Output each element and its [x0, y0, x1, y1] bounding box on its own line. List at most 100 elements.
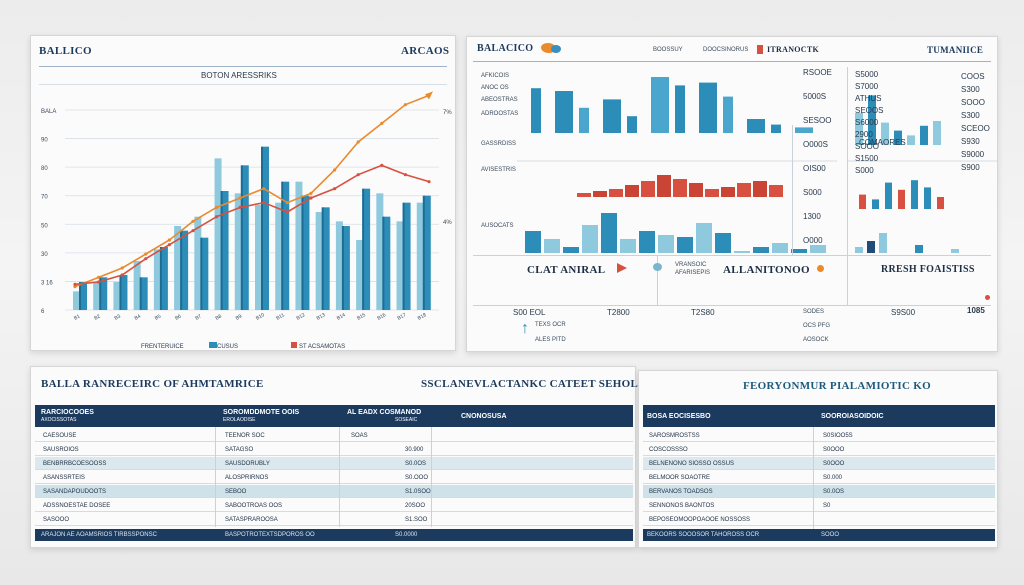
bottom-bar [772, 243, 788, 253]
table-cell: 20SOO [405, 503, 426, 509]
right-value-2: S9000 [961, 150, 985, 159]
mini-bar-c [867, 241, 875, 253]
line-point [120, 273, 124, 277]
table-row[interactable]: BENBRRBCOESOOSS SAUSDORUBLY S0.0OS [35, 457, 633, 470]
bar-shadow [301, 195, 304, 310]
bubble-icon [653, 263, 662, 271]
title-divider [39, 66, 447, 67]
right-value: S6000 [855, 118, 879, 127]
red-bar [769, 185, 783, 197]
bar-series1 [201, 237, 209, 310]
bar-series1 [282, 181, 290, 310]
side-table-row[interactable]: SAROSMROSTSS S0SIOO5S [643, 429, 995, 442]
side-table-row[interactable]: BELMOOR SOAOTRE S0.000 [643, 471, 995, 484]
line-point [167, 243, 171, 247]
footer-cell-2: BASPOTROTEXTSDPOROS OO [225, 532, 315, 538]
table-cell: ADSSNOESTAE DOSEE [43, 503, 111, 509]
x-tick-label: B5 [154, 313, 162, 321]
bottom-cell-1: CLAT ANIRAL [527, 264, 606, 276]
chart-title: BOTON ARESSRIKS [201, 71, 277, 80]
top-bar [723, 96, 733, 133]
red-bar [721, 187, 735, 197]
col-header-4[interactable]: CNONOSUSA [461, 413, 507, 420]
col-header-2[interactable]: SOROMDDMOTE OOIS [223, 409, 300, 416]
red-bar [705, 189, 719, 197]
bar-series1 [100, 277, 108, 310]
right-value-2: S300 [961, 111, 980, 120]
table-cell: CAESOUSE [43, 433, 77, 439]
col-header-1[interactable]: RARCIOCOOES [41, 409, 94, 416]
col-header-2-sub: EROLAODISE [223, 417, 256, 423]
bar-series2 [275, 202, 283, 310]
line-series-2 [74, 164, 430, 286]
mid-value: O000 [803, 236, 823, 245]
bar-series1 [322, 207, 330, 310]
bottom-bar [810, 245, 826, 253]
legend-swatch [291, 342, 297, 348]
table-cell: SEBOO [225, 489, 247, 495]
bottom-bar [563, 247, 579, 253]
line-point [120, 266, 124, 270]
side-table-title: FEORYONMUR PIALAMIOTIC KO [743, 380, 932, 392]
footer-cell-1: ARAJON AE AOAMSRIOS TIRBSSPONSC [41, 532, 157, 538]
top-bar [627, 116, 637, 133]
side-table-cell: BELNENONO SIOSSO OSSUS [649, 461, 735, 467]
left-label: ABEOSTRAS [481, 97, 518, 103]
table-row[interactable]: SASANDAPOUDOOTS SEBOO S1.0SOO [35, 485, 633, 498]
table-row[interactable]: ASANSSRTEIS ALOSPRIRNOS S0.OOO [35, 471, 633, 484]
dashboard-panel: BALACICO BOOSSUY DOOCSINORUS ITRANOCTK T… [466, 36, 998, 352]
line-point [144, 252, 148, 256]
bar-shadow [119, 275, 122, 310]
side-table-row[interactable]: COSCOSSSO S0OOO [643, 443, 995, 456]
y-tick-label: 50 [41, 223, 48, 229]
legend-swatch [209, 342, 215, 348]
line-point [380, 163, 384, 167]
mid-value: OIS00 [803, 164, 826, 173]
top-bar [675, 85, 685, 133]
left-label: ANOC OS [481, 85, 509, 91]
y-tick-label: 6 [41, 309, 45, 315]
red-bar [641, 181, 655, 197]
bar-series1 [241, 165, 249, 310]
main-table-panel: BALLA RANRECEIRC OF AHMTAMRICE SSCLANEVL… [30, 366, 649, 548]
table-row[interactable]: SASOOO SATASPRAROOSA S1.SOO [35, 513, 633, 526]
y-tick-label: BALA [41, 109, 56, 115]
mini-bar-a [920, 125, 928, 145]
side-table-cell: BEPOSEOMOOPOAOOE NOSSOSS [649, 517, 751, 523]
x-tick-label: B12 [295, 312, 306, 322]
side-table-panel: FEORYONMUR PIALAMIOTIC KO BOSA EOCISESBO… [638, 370, 998, 548]
right-value: S5000 [855, 70, 879, 79]
side-col-header-2[interactable]: SOOROIASOIDOIC [821, 413, 884, 420]
table-row[interactable]: SAUSROIOS SATAGSO 30.900 [35, 443, 633, 456]
red-bar [609, 189, 623, 197]
table-cell: SABOOTROAS OOS [225, 503, 283, 509]
bar-shadow [382, 216, 385, 310]
x-tick-label: B1 [73, 313, 81, 321]
right-value: ATHUS [855, 94, 882, 103]
side-table-row[interactable]: SENNONOS BAONTOS S0 [643, 499, 995, 512]
col-header-3-sub: SOSEAIC [395, 417, 418, 423]
bar-series2 [356, 240, 364, 310]
side-table-row[interactable]: BEPOSEOMOOPOAOOE NOSSOSS [643, 513, 995, 526]
top-bar [795, 127, 813, 133]
side-table-row[interactable]: BELNENONO SIOSSO OSSUS S0OOO [643, 457, 995, 470]
side-col-header-1[interactable]: BOSA EOCISESBO [647, 413, 711, 420]
table-title-right: SSCLANEVLACTANKC CATEET SEHOLIS [421, 378, 650, 390]
right-value-2: S930 [961, 137, 980, 146]
table-footer: ARAJON AE AOAMSRIOS TIRBSSPONSC BASPOTRO… [35, 529, 633, 541]
stat-c: T2S80 [691, 308, 715, 317]
bar-series1 [262, 146, 269, 310]
bottom-small-1: VRANSOIC [675, 262, 707, 268]
table-row[interactable]: CAESOUSE TEENOR SOC SOAS [35, 429, 633, 442]
mini-bar-a [894, 130, 902, 145]
mini-bar-a [881, 122, 889, 145]
bar-shadow [240, 165, 243, 310]
logo-mark-icon-2 [551, 45, 561, 53]
col-header-3[interactable]: AL EADX COSMANOD [347, 409, 422, 416]
bottom-bar [677, 237, 693, 253]
y-tick-label: 90 [41, 138, 48, 144]
x-tick-label: B15 [356, 312, 367, 322]
side-table-row[interactable]: BERVANOS TOADSOS S0.0OS [643, 485, 995, 498]
bar-series2 [416, 202, 424, 310]
table-row[interactable]: ADSSNOESTAE DOSEE SABOOTROAS OOS 20SOO [35, 499, 633, 512]
